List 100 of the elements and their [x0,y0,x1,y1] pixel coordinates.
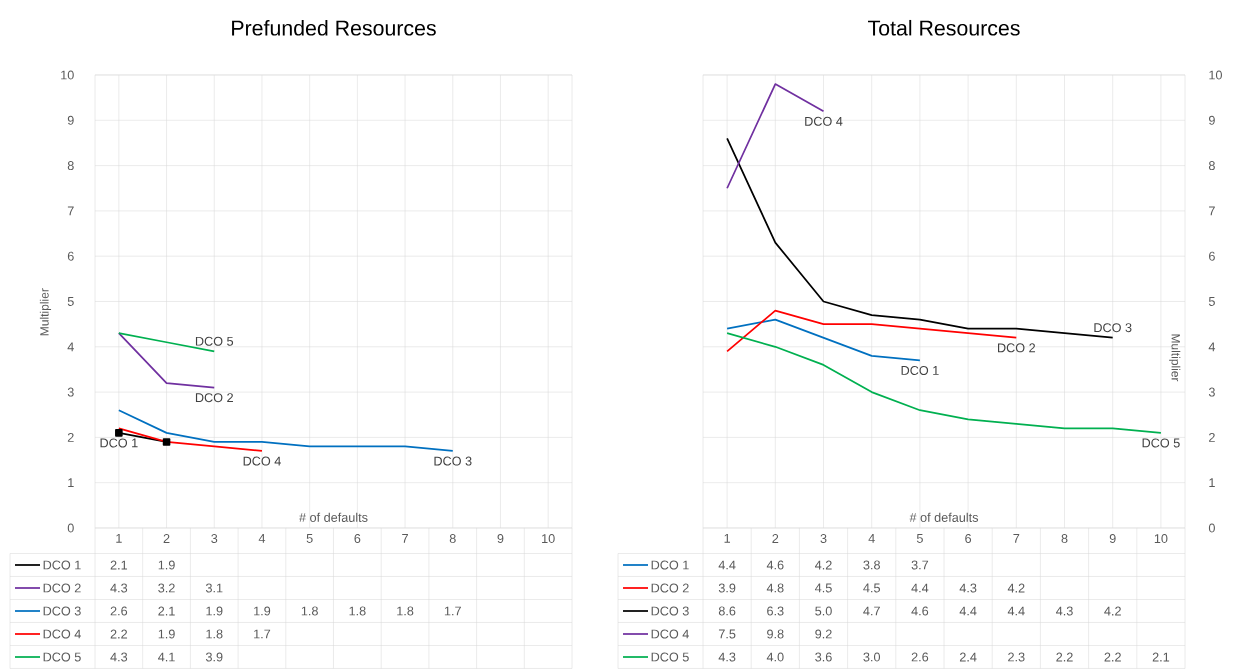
annotation: DCO 3 [434,456,472,466]
x-tick-label: 7 [1013,534,1020,543]
data-label: 4.6 [766,560,784,570]
data-label: 3.1 [205,583,223,593]
data-label: 2.2 [1056,652,1073,662]
data-label: 1.9 [254,606,271,616]
data-label: 4.4 [959,606,977,616]
data-label: 4.3 [1056,606,1073,616]
x-axis-title: # of defaults [909,512,979,522]
y-tick-label: 10 [61,70,74,80]
y-tick-label: 0 [1208,523,1215,533]
legend-label: DCO 4 [43,629,81,639]
x-tick-label: 9 [497,534,504,544]
line-series [726,332,1162,434]
y-tick-label: 4 [67,342,74,352]
legend-label: DCO 4 [651,629,689,639]
data-label: 4.3 [959,583,977,593]
data-label: 4.7 [863,606,880,616]
data-label: 1.9 [158,560,175,570]
data-label: 4.2 [1007,583,1025,593]
y-tick-label: 7 [67,206,74,216]
data-label: 2.6 [110,606,128,616]
data-label: 4.3 [110,652,128,662]
annotation: DCO 2 [998,343,1036,353]
annotation: DCO 1 [100,438,138,448]
x-tick-label: 2 [163,534,170,543]
data-label: 4.8 [766,583,784,593]
x-tick-label: 8 [449,534,456,544]
annotation: DCO 1 [901,365,939,375]
y-tick-label: 10 [1209,70,1222,80]
legend-label: DCO 3 [651,606,689,616]
data-label: 8.6 [718,606,736,616]
y-tick-label: 1 [68,478,74,488]
x-tick-label: 4 [258,534,266,543]
data-label: 1.8 [349,606,366,616]
legend-label: DCO 2 [43,583,81,593]
x-tick-label: 6 [354,534,361,544]
data-label: 9.2 [815,629,832,639]
data-label: 3.2 [158,583,175,593]
x-tick-label: 3 [820,534,827,544]
data-label: 4.3 [718,652,736,662]
y-tick-label: 6 [1209,251,1215,261]
data-label: 1.7 [444,606,461,616]
data-label: 2.1 [158,606,175,616]
data-label: 2.1 [1152,652,1170,662]
y-tick-label: 9 [1208,115,1215,125]
annotation: DCO 2 [195,393,233,403]
data-label: 4.1 [158,652,175,662]
x-tick-label: 1 [116,534,122,543]
data-label: 3.8 [863,560,880,570]
y-tick-label: 5 [1208,297,1215,306]
data-label: 4.4 [718,560,736,570]
data-label: 2.1 [110,560,128,570]
y-tick-label: 4 [1208,342,1216,352]
data-label: 1.8 [397,606,414,616]
x-tick-label: 10 [1154,534,1168,544]
data-label: 1.8 [206,629,223,639]
data-label: 9.8 [767,629,784,639]
legend-label: DCO 5 [43,652,81,662]
x-tick-label: 1 [724,534,731,543]
y-axis-title: Multiplier [1169,334,1181,382]
data-label: 4.4 [1007,606,1025,616]
x-tick-label: 8 [1061,534,1068,544]
y-tick-label: 6 [67,251,74,261]
data-label: 1.9 [206,606,223,616]
x-tick-label: 10 [542,534,555,544]
data-label: 3.9 [205,652,223,662]
data-label: 4.2 [1104,606,1121,616]
x-tick-label: 9 [1109,534,1116,544]
data-label: 4.2 [814,560,832,570]
y-tick-label: 2 [1209,432,1215,442]
y-tick-label: 3 [67,387,74,397]
y-tick-label: 3 [1208,387,1215,397]
data-label: 2.4 [959,652,977,662]
legend-label: DCO 1 [651,560,689,570]
annotation: DCO 4 [243,456,281,466]
annotation: DCO 4 [805,116,843,126]
annotation: DCO 5 [195,336,234,346]
x-tick-label: 3 [211,534,218,544]
data-label: 2.6 [911,652,929,662]
data-label: 4.5 [814,583,832,593]
data-label: 1.9 [158,629,175,639]
x-tick-label: 2 [772,534,779,543]
y-tick-label: 7 [1209,206,1215,216]
chart-title: Total Resources [868,19,1020,36]
legend-label: DCO 5 [651,652,689,662]
x-tick-label: 6 [965,534,972,544]
data-label: 4.5 [863,583,880,593]
data-label: 5.0 [815,606,832,616]
y-tick-label: 2 [67,432,74,442]
x-tick-label: 4 [868,534,875,543]
legend-label: DCO 1 [43,560,81,570]
y-tick-label: 5 [67,297,74,306]
y-tick-label: 8 [1208,161,1215,171]
legend-label: DCO 3 [43,606,81,616]
data-label: 6.3 [767,606,784,616]
y-tick-label: 1 [1209,478,1215,488]
x-tick-label: 7 [402,534,408,543]
chart-title: Prefunded Resources [232,19,436,36]
annotation: DCO 3 [1094,323,1132,333]
